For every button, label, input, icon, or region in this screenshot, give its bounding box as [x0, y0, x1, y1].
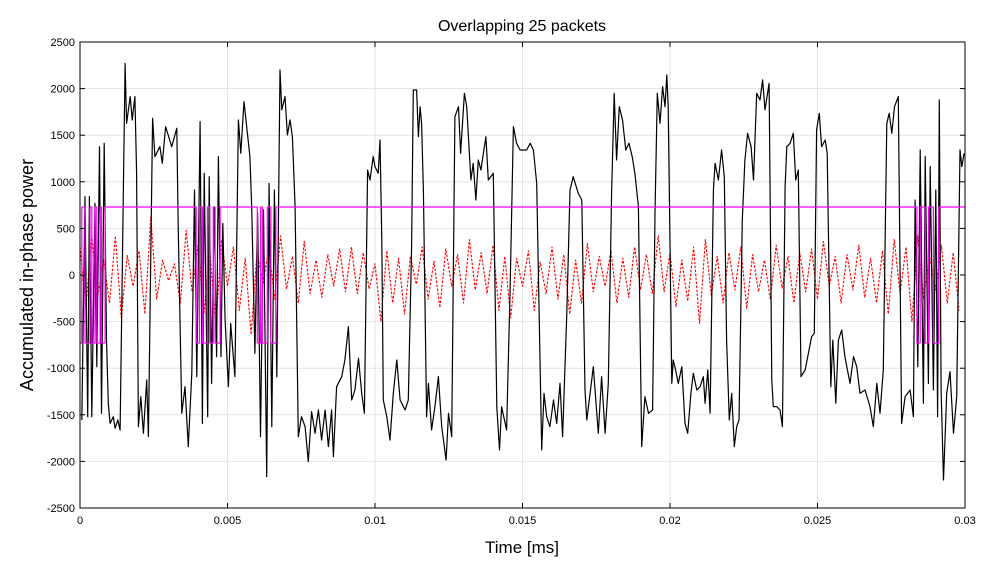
y-tick-label: -500 [53, 317, 75, 329]
y-tick-label: 0 [69, 270, 75, 282]
chart-title: Overlapping 25 packets [438, 18, 606, 35]
y-tick-label: 1500 [51, 130, 75, 142]
x-tick-label: 0.005 [214, 515, 242, 527]
x-tick-label: 0.01 [364, 515, 385, 527]
y-tick-label: -1000 [47, 363, 75, 375]
x-axis-label: Time [ms] [485, 538, 559, 557]
x-tick-label: 0.02 [659, 515, 680, 527]
x-tick-label: 0.015 [509, 515, 537, 527]
series-line-noise [79, 216, 960, 336]
x-tick-label: 0 [77, 515, 83, 527]
axis-ticks: 0 0.005 0.01 0.015 0.02 0.025 0.03 2500 2000 1500… [47, 37, 976, 527]
y-tick-label: -2000 [47, 456, 75, 468]
x-tick-label: 0.03 [954, 515, 975, 527]
y-tick-label: -2500 [47, 503, 75, 515]
y-tick-label: 500 [57, 223, 75, 235]
y-tick-label: -1500 [47, 410, 75, 422]
x-tick-label: 0.025 [804, 515, 832, 527]
y-tick-label: 2500 [51, 37, 75, 49]
series-line-accumulated [81, 62, 965, 481]
y-axis-label: Accumulated in-phase power [17, 159, 37, 391]
y-tick-label: 1000 [51, 177, 75, 189]
y-tick-label: 2000 [51, 84, 75, 96]
series-line-packets [80, 206, 965, 344]
plot-series [79, 62, 965, 481]
